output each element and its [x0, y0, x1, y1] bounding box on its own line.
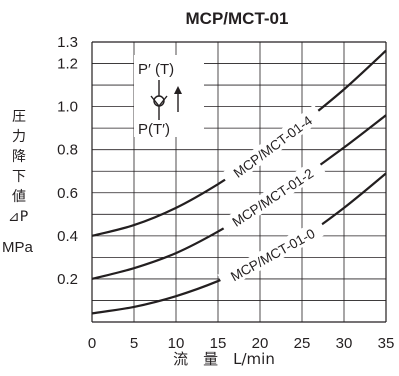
chart-title: MCP/MCT-01: [186, 9, 289, 28]
y-axis-unit: MPa: [2, 239, 33, 256]
y-axis-label-char: 力: [12, 129, 26, 145]
y-tick-label: 0.8: [57, 142, 78, 159]
series-label-bg: [220, 104, 324, 188]
series-label: MCP/MCT-01-0: [228, 226, 317, 284]
series-label-bg: [217, 218, 328, 290]
y-tick-label: 1.3: [57, 34, 78, 51]
y-axis-label-char: 降: [12, 149, 26, 165]
y-tick-label: 0.2: [57, 271, 78, 288]
x-tick-label: 15: [210, 335, 227, 352]
series-line-1: [91, 114, 387, 280]
y-axis-label-char: 圧: [12, 109, 26, 125]
x-tick-label: 30: [336, 335, 353, 352]
x-tick-label: 10: [168, 335, 185, 352]
x-tick-label: 35: [378, 335, 395, 352]
y-tick-label: 1.0: [57, 99, 78, 116]
series-label-bg: [219, 157, 326, 236]
symbol-top-label: P′ (T): [138, 61, 174, 78]
y-tick-label: 0.4: [57, 228, 78, 245]
x-tick-label: 20: [252, 335, 269, 352]
axis-tick-labels: 0 5 10 15 20 25 30 35 0.2 0.4 0.6 0.8 1.0 1.2 1.3: [57, 34, 394, 352]
y-axis-label-char: ⊿P: [8, 209, 29, 225]
check-valve-symbol: P′ (T) P(T′): [134, 55, 204, 138]
x-tick-label: 5: [130, 335, 138, 352]
symbol-bottom-label: P(T′): [138, 121, 170, 138]
symbol-bg: [134, 55, 204, 137]
x-tick-label: 0: [88, 335, 96, 352]
y-tick-label: 0.6: [57, 185, 78, 202]
x-axis-label: 流 量 L/min: [173, 350, 275, 368]
y-tick-label: 1.2: [57, 56, 78, 73]
x-tick-label: 25: [294, 335, 311, 352]
y-axis-label-char: 下: [12, 169, 26, 185]
series-line-2: [91, 172, 387, 315]
symbol-seat: [150, 95, 168, 108]
flow-arrow-head: [174, 86, 182, 94]
y-axis-label-char: 値: [12, 189, 26, 205]
